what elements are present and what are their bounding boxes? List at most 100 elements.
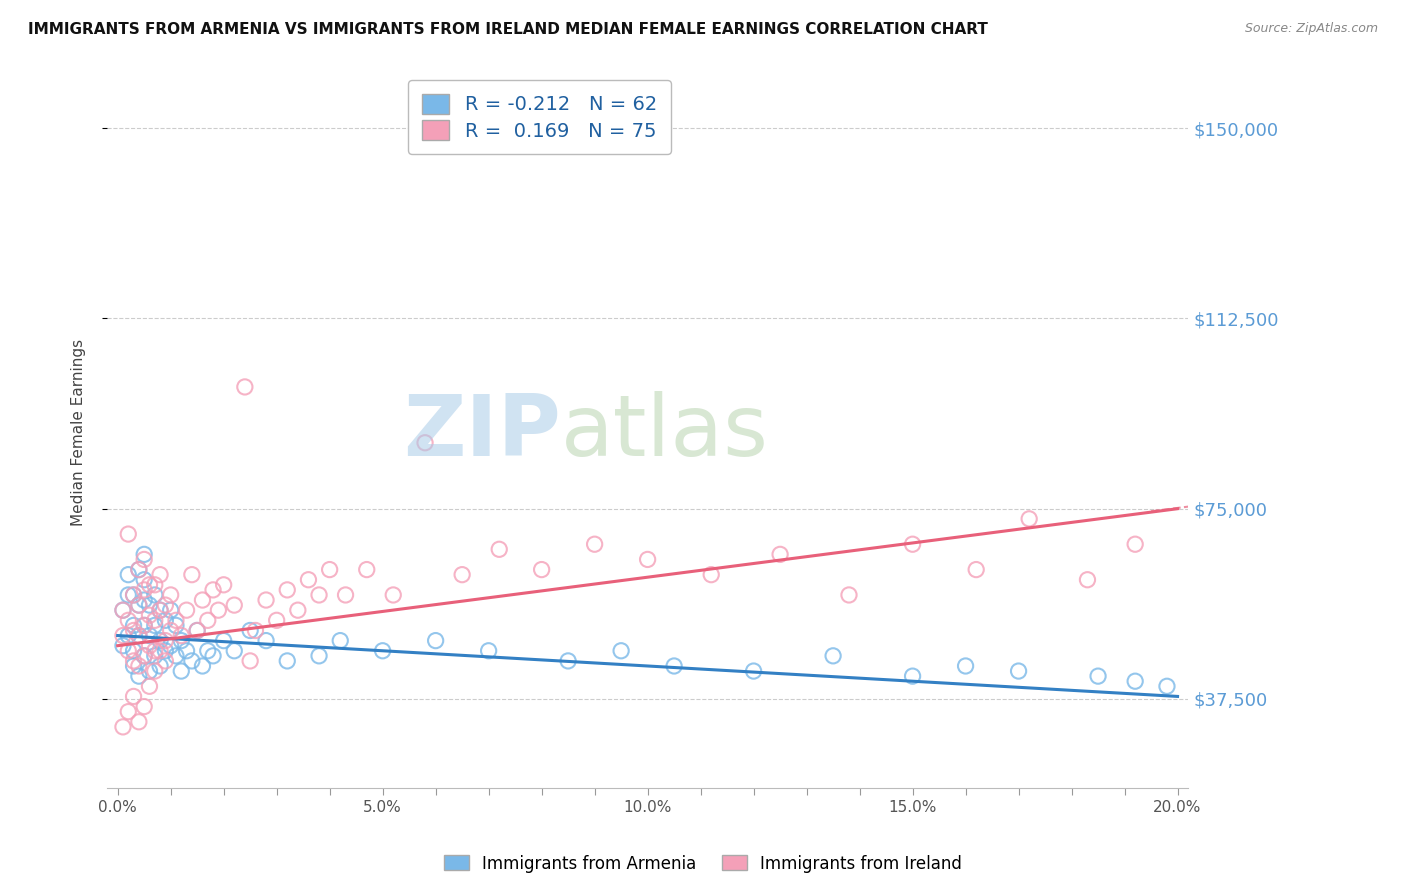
Point <box>212 633 235 648</box>
Point <box>233 380 256 394</box>
Point <box>191 593 214 607</box>
Point <box>149 603 172 617</box>
Point <box>128 563 150 577</box>
Point <box>769 547 792 561</box>
Point <box>128 563 150 577</box>
Point <box>335 588 357 602</box>
Point <box>583 537 606 551</box>
Point <box>134 573 156 587</box>
Point <box>1156 679 1178 693</box>
Point <box>170 664 193 678</box>
Point <box>742 664 765 678</box>
Point <box>202 582 225 597</box>
Point <box>149 603 172 617</box>
Point <box>138 578 160 592</box>
Point <box>117 705 139 719</box>
Point <box>901 537 924 551</box>
Point <box>165 648 187 663</box>
Point <box>149 659 172 673</box>
Point <box>1123 537 1146 551</box>
Point <box>191 659 214 673</box>
Point <box>530 563 553 577</box>
Point <box>117 628 139 642</box>
Point <box>245 624 267 638</box>
Point <box>488 542 510 557</box>
Point <box>170 633 193 648</box>
Point <box>134 618 156 632</box>
Point <box>138 664 160 678</box>
Point <box>128 628 150 642</box>
Point <box>111 639 134 653</box>
Point <box>159 588 181 602</box>
Point <box>202 648 225 663</box>
Point <box>159 603 181 617</box>
Point <box>143 644 166 658</box>
Point <box>122 654 145 668</box>
Point <box>425 633 447 648</box>
Point <box>197 644 219 658</box>
Point <box>287 603 309 617</box>
Point <box>838 588 860 602</box>
Point <box>111 628 134 642</box>
Point <box>128 714 150 729</box>
Point <box>965 563 987 577</box>
Point <box>700 567 723 582</box>
Point <box>662 659 685 673</box>
Point <box>134 648 156 663</box>
Y-axis label: Median Female Earnings: Median Female Earnings <box>72 339 86 526</box>
Point <box>117 644 139 658</box>
Point <box>180 567 202 582</box>
Point <box>197 613 219 627</box>
Point <box>176 603 198 617</box>
Point <box>155 654 177 668</box>
Point <box>165 613 187 627</box>
Point <box>117 613 139 627</box>
Point <box>297 573 319 587</box>
Point <box>143 588 166 602</box>
Point <box>212 578 235 592</box>
Point <box>138 608 160 623</box>
Point <box>823 648 845 663</box>
Point <box>117 527 139 541</box>
Point <box>128 598 150 612</box>
Text: Source: ZipAtlas.com: Source: ZipAtlas.com <box>1244 22 1378 36</box>
Point <box>637 552 659 566</box>
Point <box>276 582 298 597</box>
Point <box>239 654 262 668</box>
Point <box>134 618 156 632</box>
Point <box>138 628 160 642</box>
Point <box>207 603 229 617</box>
Point <box>186 624 208 638</box>
Point <box>413 435 436 450</box>
Point <box>122 624 145 638</box>
Point <box>155 644 177 658</box>
Point <box>149 567 172 582</box>
Point <box>254 593 277 607</box>
Point <box>1076 573 1098 587</box>
Point <box>117 567 139 582</box>
Point <box>111 720 134 734</box>
Point <box>478 644 501 658</box>
Point <box>371 644 394 658</box>
Point <box>176 644 198 658</box>
Point <box>138 679 160 693</box>
Legend: Immigrants from Armenia, Immigrants from Ireland: Immigrants from Armenia, Immigrants from… <box>437 848 969 880</box>
Point <box>143 613 166 627</box>
Point <box>122 588 145 602</box>
Point <box>1087 669 1109 683</box>
Point <box>143 664 166 678</box>
Point <box>266 613 288 627</box>
Legend: R = -0.212   N = 62, R =  0.169   N = 75: R = -0.212 N = 62, R = 0.169 N = 75 <box>408 80 671 154</box>
Point <box>239 624 262 638</box>
Point <box>149 633 172 648</box>
Point <box>308 588 330 602</box>
Point <box>122 618 145 632</box>
Point <box>276 654 298 668</box>
Point <box>901 669 924 683</box>
Point <box>128 669 150 683</box>
Point <box>159 639 181 653</box>
Point <box>122 588 145 602</box>
Point <box>111 603 134 617</box>
Point <box>155 633 177 648</box>
Point <box>356 563 378 577</box>
